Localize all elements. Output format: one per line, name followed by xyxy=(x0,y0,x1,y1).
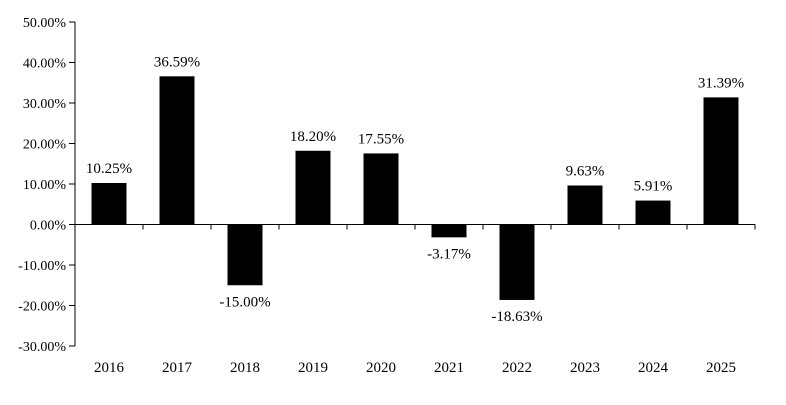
data-label-2020: 17.55% xyxy=(358,131,404,147)
bar-2023 xyxy=(567,185,603,225)
bar-2017 xyxy=(159,76,195,225)
y-tick-label: 50.00% xyxy=(23,16,67,31)
category-labels: 2016 2017 2018 2019 2020 2021 2022 2023 2024 2025 xyxy=(94,360,736,376)
bar-2019 xyxy=(295,150,331,225)
data-label-2022: -18.63% xyxy=(491,309,542,325)
data-label-2018: -15.00% xyxy=(219,294,270,310)
y-tick-label: 40.00% xyxy=(23,57,67,72)
category-label-2024: 2024 xyxy=(638,360,669,376)
bar-2021 xyxy=(431,224,467,238)
data-label-2024: 5.91% xyxy=(634,179,673,195)
y-tick-label: 0.00% xyxy=(30,219,67,234)
category-label-2023: 2023 xyxy=(570,360,600,376)
y-tick-label: -30.00% xyxy=(18,340,66,355)
bar-2016 xyxy=(91,182,127,225)
bar-2024 xyxy=(635,200,671,225)
y-tick-label: 20.00% xyxy=(23,138,67,153)
category-label-2019: 2019 xyxy=(298,360,328,376)
y-tick-label: -10.00% xyxy=(18,259,66,274)
data-label-2021: -3.17% xyxy=(427,246,471,262)
y-tick-label: 10.00% xyxy=(23,178,67,193)
category-label-2020: 2020 xyxy=(366,360,396,376)
data-label-2016: 10.25% xyxy=(86,161,132,177)
data-label-2019: 18.20% xyxy=(290,129,336,145)
category-label-2025: 2025 xyxy=(706,360,736,376)
bar-2025 xyxy=(703,97,739,225)
category-label-2021: 2021 xyxy=(434,360,464,376)
data-labels: 10.25% 36.59% -15.00% 18.20% 17.55% -3.17% -18… xyxy=(86,54,744,325)
y-tick-label: -20.00% xyxy=(18,300,66,315)
category-label-2017: 2017 xyxy=(162,360,193,376)
category-label-2022: 2022 xyxy=(502,360,532,376)
data-label-2025: 31.39% xyxy=(698,75,744,91)
bar-2020 xyxy=(363,153,399,225)
data-label-2023: 9.63% xyxy=(566,163,605,179)
y-tick-label: 30.00% xyxy=(23,97,67,112)
data-label-2017: 36.59% xyxy=(154,54,200,70)
x-axis xyxy=(74,224,756,230)
bar-2018 xyxy=(227,224,263,286)
category-label-2016: 2016 xyxy=(94,360,125,376)
category-label-2018: 2018 xyxy=(230,360,260,376)
y-axis: 50.00% 40.00% 30.00% 20.00% 10.00% 0.00% -10.0… xyxy=(18,16,76,355)
bar-2022 xyxy=(499,224,535,300)
bars xyxy=(91,76,739,300)
